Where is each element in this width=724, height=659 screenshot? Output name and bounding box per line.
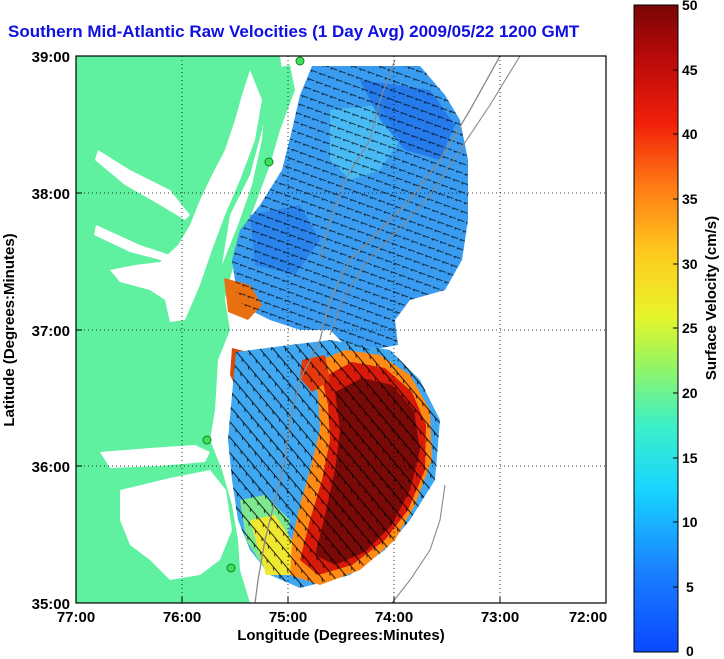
pamlico-sound xyxy=(120,470,232,580)
colorbar-tick-label: 15 xyxy=(682,450,698,466)
chesapeake-bay xyxy=(110,70,262,322)
bathymetry-contour-4 xyxy=(391,484,446,603)
radar-station-marker xyxy=(295,56,305,66)
colorbar-tick-label: 5 xyxy=(686,579,694,595)
y-tick-label: 35:00 xyxy=(32,596,70,613)
x-tick-label: 73:00 xyxy=(481,609,519,626)
x-axis-title: Longitude (Degrees:Minutes) xyxy=(237,627,445,644)
x-tick-label: 74:00 xyxy=(375,609,413,626)
colorbar-tick-label: 30 xyxy=(682,256,698,272)
bathymetry-contour-2 xyxy=(329,56,521,336)
colorbar-tick-label: 25 xyxy=(682,320,698,336)
colorbar-tick-marks xyxy=(673,4,678,653)
potomac-river xyxy=(95,150,190,220)
colorbar xyxy=(633,4,679,653)
x-tick-label: 75:00 xyxy=(269,609,307,626)
radar-station-marker xyxy=(202,435,212,445)
bathymetry-contour-3 xyxy=(319,59,396,261)
albemarle-sound xyxy=(100,445,210,468)
colorbar-tick-label: 20 xyxy=(682,385,698,401)
colorbar-tick-label: 10 xyxy=(682,514,698,530)
x-tick-label: 72:00 xyxy=(569,609,607,626)
y-tick-label: 36:00 xyxy=(32,459,70,476)
y-tick-label: 38:00 xyxy=(32,186,70,203)
map-title: Southern Mid-Atlantic Raw Velocities (1 … xyxy=(8,22,580,41)
x-tick-label: 76:00 xyxy=(163,609,201,626)
velocity-vectors-south xyxy=(228,340,440,588)
y-axis-title: Latitude (Degrees:Minutes) xyxy=(1,233,18,426)
colorbar-tick-label: 45 xyxy=(682,62,698,78)
radar-station-marker xyxy=(264,157,274,167)
x-tick-label: 77:00 xyxy=(57,609,95,626)
colorbar-tick-label: 0 xyxy=(686,643,694,659)
y-tick-label: 37:00 xyxy=(32,323,70,340)
velocity-vectors-north xyxy=(232,66,468,350)
y-tick-label: 39:00 xyxy=(32,49,70,66)
colorbar-tick-label: 40 xyxy=(682,126,698,142)
colorbar-tick-label: 35 xyxy=(682,191,698,207)
grid-lines xyxy=(76,56,606,603)
bathymetry-contour-1 xyxy=(254,56,501,603)
delmarva-peninsula xyxy=(212,65,295,320)
colorbar-tick-label: 50 xyxy=(682,0,698,13)
radar-station-marker xyxy=(226,563,236,573)
colorbar-title: Surface Velocity (cm/s) xyxy=(703,216,720,380)
x-tick-marks xyxy=(75,55,607,604)
rappahannock-river xyxy=(94,225,170,262)
